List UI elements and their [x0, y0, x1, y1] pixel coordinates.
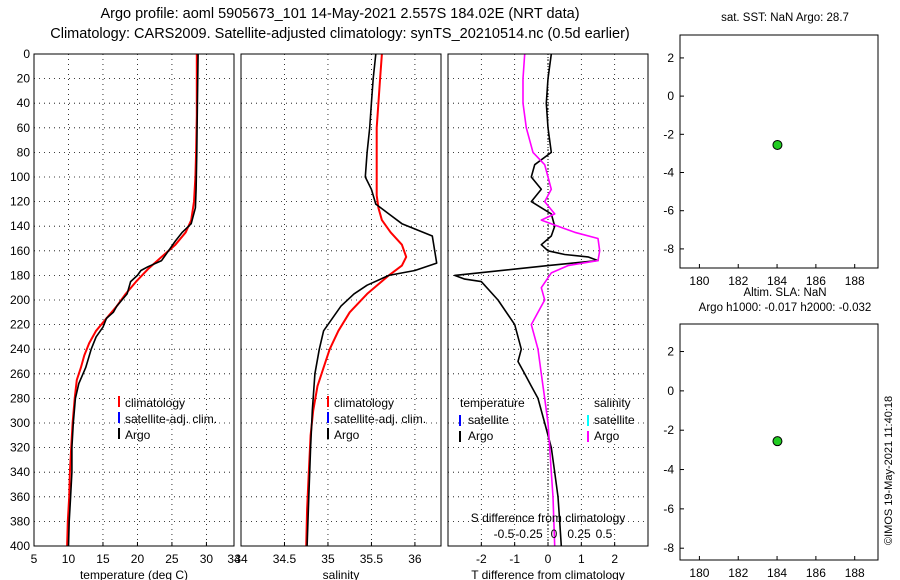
- salinity-legend-label: climatology: [334, 396, 394, 410]
- sla-ytick-label: 0: [667, 384, 674, 398]
- depth-tick-label: 400: [10, 539, 30, 553]
- sla-xtick-label: 182: [728, 566, 748, 580]
- sst-ytick-label: -2: [663, 127, 674, 141]
- sla-ytick-label: 2: [667, 345, 674, 359]
- sst-xtick-label: 184: [767, 274, 787, 288]
- sla-argo-position-marker: [772, 436, 783, 447]
- difference-xtick-label: 0: [545, 552, 552, 566]
- temperature-legend-label: satellite-adj. clim.: [125, 412, 217, 426]
- temperature-xtick-label: 10: [62, 552, 76, 566]
- depth-tick-label: 320: [10, 441, 30, 455]
- sla-ytick-label: -8: [663, 541, 674, 555]
- temperature-xtick-label: 25: [165, 552, 179, 566]
- sst-argo-position-marker: [772, 139, 783, 150]
- salinity-legend-label: satellite-adj. clim.: [334, 412, 426, 426]
- depth-tick-label: 360: [10, 490, 30, 504]
- difference-xtick-label: 1: [578, 552, 585, 566]
- sst-xtick-label: 180: [689, 274, 709, 288]
- sla-ytick-label: -6: [663, 502, 674, 516]
- sla-ytick-label: -2: [663, 423, 674, 437]
- sst-title: sat. SST: NaN Argo: 28.7: [721, 12, 849, 24]
- salinity-series-argo: [306, 53, 438, 547]
- sla-ytick-label: -4: [663, 463, 674, 477]
- sla-frame: [679, 323, 879, 561]
- difference-legend-sal-argo: Argo: [594, 429, 620, 443]
- salinity-xtick-label: 35.5: [360, 552, 384, 566]
- depth-tick-label: 200: [10, 293, 30, 307]
- salinity-legend-label: Argo: [334, 428, 360, 442]
- temperature-xtick-label: 5: [31, 552, 38, 566]
- salinity-xtick-label: 36: [408, 552, 422, 566]
- sla-xtick-label: 186: [806, 566, 826, 580]
- sst-frame: [679, 34, 879, 269]
- difference-frame: [447, 53, 649, 547]
- difference-xtick-label: 2: [611, 552, 618, 566]
- depth-tick-label: 280: [10, 391, 30, 405]
- difference-x2tick-label: -0.25: [515, 527, 543, 541]
- depth-tick-label: 100: [10, 170, 30, 184]
- depth-tick-label: 0: [23, 47, 30, 61]
- sla-xtick-label: 180: [689, 566, 709, 580]
- depth-tick-label: 340: [10, 465, 30, 479]
- depth-tick-label: 300: [10, 416, 30, 430]
- difference-xtick-label: -2: [476, 552, 487, 566]
- sla-xtick-label: 184: [767, 566, 787, 580]
- difference-xlabel: T difference from climatology: [471, 568, 625, 580]
- salinity-xtick-label: 34.5: [273, 552, 297, 566]
- sst-xtick-label: 186: [806, 274, 826, 288]
- salinity-xtick-label: 35: [321, 552, 335, 566]
- difference-x2tick-label: 0: [551, 527, 558, 541]
- difference-xtick-label: -1: [509, 552, 520, 566]
- sst-ytick-label: 2: [667, 51, 674, 65]
- sla-xtick-label: 188: [845, 566, 865, 580]
- temperature-series-climatology: [66, 54, 198, 547]
- sst-ytick-label: 0: [667, 89, 674, 103]
- temperature-xlabel: temperature (deg C): [80, 568, 188, 580]
- temperature-xtick-label: 20: [131, 552, 145, 566]
- figure-title-line2: Climatology: CARS2009. Satellite-adjuste…: [50, 26, 630, 42]
- sla-subtitle: Argo h1000: -0.017 h2000: -0.032: [698, 302, 872, 314]
- sst-ytick-label: -6: [663, 204, 674, 218]
- depth-tick-label: 80: [17, 145, 31, 159]
- temperature-legend-label: Argo: [125, 428, 151, 442]
- temperature-xtick-label: 15: [96, 552, 110, 566]
- sst-ytick-label: -4: [663, 166, 674, 180]
- difference-x2tick-label: 0.25: [567, 527, 591, 541]
- temperature-xtick-label: 30: [200, 552, 214, 566]
- difference-x2label: S difference from climatology: [471, 511, 626, 525]
- temperature-series-argo: [67, 53, 199, 547]
- depth-tick-label: 260: [10, 367, 30, 381]
- depth-tick-label: 220: [10, 318, 30, 332]
- sst-xtick-label: 188: [845, 274, 865, 288]
- temperature-legend-label: climatology: [125, 396, 185, 410]
- depth-tick-label: 20: [17, 72, 31, 86]
- difference-legend-temp-sat: satellite: [468, 413, 509, 427]
- difference-series-s-argo: [522, 53, 601, 547]
- temperature-frame: [33, 53, 235, 547]
- difference-legend-sal-sat: satellite: [594, 413, 635, 427]
- difference-series-t-argo: [453, 53, 599, 547]
- depth-tick-label: 380: [10, 514, 30, 528]
- figure-title-line1: Argo profile: aoml 5905673_101 14-May-20…: [100, 6, 580, 22]
- sst-ytick-label: -8: [663, 242, 674, 256]
- depth-tick-label: 180: [10, 268, 30, 282]
- difference-legend-sal-heading: salinity: [594, 396, 631, 410]
- depth-tick-label: 60: [17, 121, 31, 135]
- depth-tick-label: 160: [10, 244, 30, 258]
- sst-xtick-label: 182: [728, 274, 748, 288]
- depth-tick-label: 40: [17, 96, 31, 110]
- salinity-xlabel: salinity: [323, 568, 360, 580]
- salinity-xtick-label: 34: [234, 552, 248, 566]
- depth-tick-label: 140: [10, 219, 30, 233]
- difference-legend-temp-heading: temperature: [460, 396, 525, 410]
- difference-x2tick-label: -0.5: [494, 527, 515, 541]
- sla-title: Altim. SLA: NaN: [743, 287, 827, 299]
- salinity-frame: [240, 53, 442, 547]
- temperature-xtick-label: 34: [227, 552, 241, 566]
- difference-legend-temp-argo: Argo: [468, 429, 494, 443]
- depth-tick-label: 240: [10, 342, 30, 356]
- depth-tick-label: 120: [10, 195, 30, 209]
- difference-x2tick-label: 0.5: [596, 527, 613, 541]
